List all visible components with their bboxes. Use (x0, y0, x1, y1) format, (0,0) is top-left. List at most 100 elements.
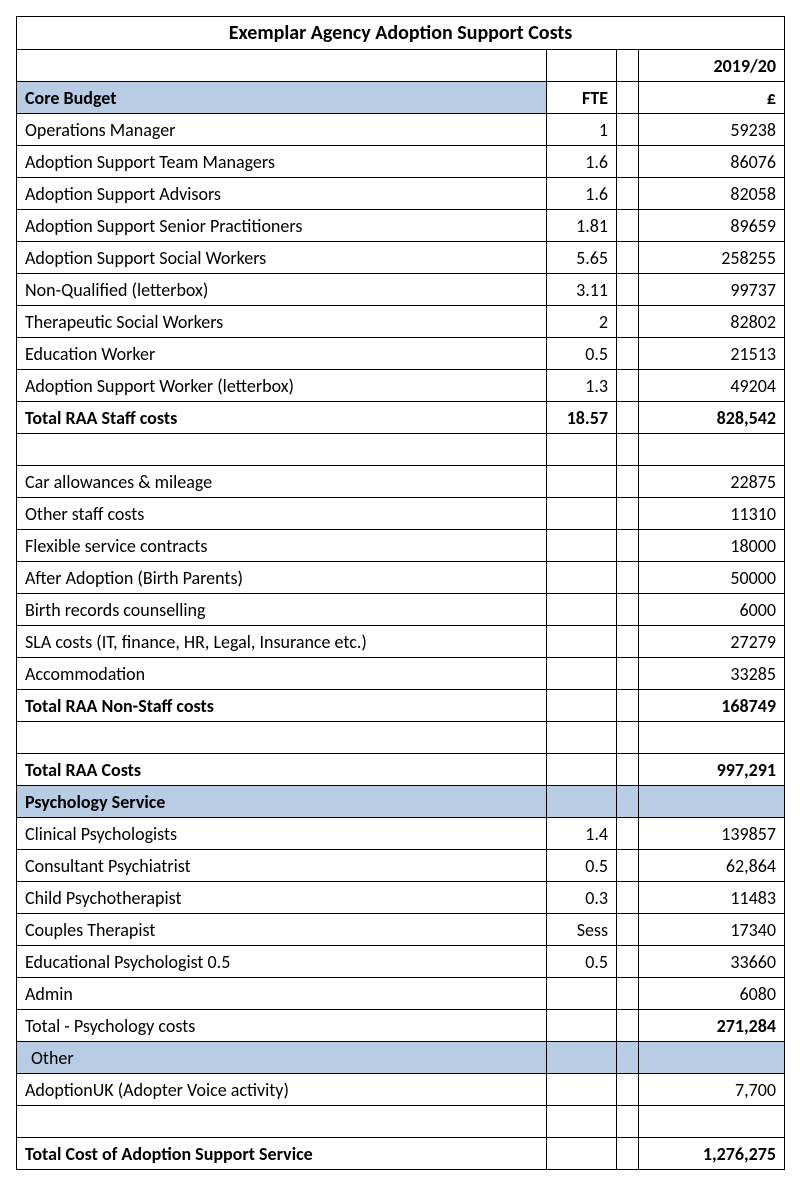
table-title: Exemplar Agency Adoption Support Costs (17, 17, 785, 50)
staff-row: Operations Manager159238 (17, 114, 785, 146)
nonstaff-row: Accommodation33285 (17, 658, 785, 690)
row-fte: 5.65 (547, 242, 617, 274)
blank-cell (17, 50, 547, 82)
row-label: Operations Manager (17, 114, 547, 146)
staff-row: Adoption Support Senior Practitioners1.8… (17, 210, 785, 242)
psych-row: Couples TherapistSess17340 (17, 914, 785, 946)
row-label: Adoption Support Team Managers (17, 146, 547, 178)
blank-cell (617, 370, 639, 402)
row-label: Non-Qualified (letterbox) (17, 274, 547, 306)
row-label: Consultant Psychiatrist (17, 850, 547, 882)
row-label: Birth records counselling (17, 594, 547, 626)
row-amount: 82802 (639, 306, 785, 338)
row-amount: 99737 (639, 274, 785, 306)
row-fte (547, 978, 617, 1010)
row-amount: 86076 (639, 146, 785, 178)
psych-total-row: Total - Psychology costs 271,284 (17, 1010, 785, 1042)
row-fte: Sess (547, 914, 617, 946)
other-header: Other (17, 1042, 547, 1074)
blank-row (17, 722, 785, 754)
row-label: Admin (17, 978, 547, 1010)
row-label: Adoption Support Advisors (17, 178, 547, 210)
row-label: Total - Psychology costs (17, 1010, 547, 1042)
row-amount: 258255 (639, 242, 785, 274)
row-fte: 1.3 (547, 370, 617, 402)
row-label: After Adoption (Birth Parents) (17, 562, 547, 594)
psych-row: Educational Psychologist 0.50.5 33660 (17, 946, 785, 978)
blank-cell (617, 146, 639, 178)
row-amount: 11483 (639, 882, 785, 914)
row-amount: 168749 (639, 690, 785, 722)
row-label: Adoption Support Senior Practitioners (17, 210, 547, 242)
psych-row: Admin 6080 (17, 978, 785, 1010)
row-amount: 22875 (639, 466, 785, 498)
blank-row (17, 434, 785, 466)
psych-row: Child Psychotherapist0.311483 (17, 882, 785, 914)
row-label: Total RAA Staff costs (17, 402, 547, 434)
row-label: Education Worker (17, 338, 547, 370)
other-header-row: Other (17, 1042, 785, 1074)
row-label: Car allowances & mileage (17, 466, 547, 498)
staff-row: Therapeutic Social Workers282802 (17, 306, 785, 338)
blank-cell (617, 338, 639, 370)
nonstaff-row: Flexible service contracts18000 (17, 530, 785, 562)
staff-row: Adoption Support Team Managers1.686076 (17, 146, 785, 178)
core-budget-header-row: Core Budget FTE £ (17, 82, 785, 114)
row-amount: 21513 (639, 338, 785, 370)
row-fte: 0.5 (547, 946, 617, 978)
row-amount: 27279 (639, 626, 785, 658)
row-fte: 2 (547, 306, 617, 338)
row-amount: 62,864 (639, 850, 785, 882)
row-label: Other staff costs (17, 498, 547, 530)
row-amount: 7,700 (639, 1074, 785, 1106)
blank-cell (617, 274, 639, 306)
staff-row: Adoption Support Worker (letterbox)1.349… (17, 370, 785, 402)
year-header: 2019/20 (639, 50, 785, 82)
row-label: Child Psychotherapist (17, 882, 547, 914)
row-label: Couples Therapist (17, 914, 547, 946)
table-title-row: Exemplar Agency Adoption Support Costs (17, 17, 785, 50)
row-label: Adoption Support Social Workers (17, 242, 547, 274)
row-amount: 139857 (639, 818, 785, 850)
row-label: Total Cost of Adoption Support Service (17, 1138, 547, 1170)
budget-table: Exemplar Agency Adoption Support Costs 2… (16, 16, 785, 1170)
blank-cell (617, 178, 639, 210)
row-amount: 11310 (639, 498, 785, 530)
staff-row: Non-Qualified (letterbox)3.1199737 (17, 274, 785, 306)
row-fte: 1.6 (547, 178, 617, 210)
blank-cell (617, 114, 639, 146)
blank-row (17, 1106, 785, 1138)
row-fte: 0.5 (547, 338, 617, 370)
staff-row: Adoption Support Social Workers5.65 25825… (17, 242, 785, 274)
year-header-row: 2019/20 (17, 50, 785, 82)
row-fte: 1.81 (547, 210, 617, 242)
nonstaff-row: After Adoption (Birth Parents) 50000 (17, 562, 785, 594)
blank-cell (617, 82, 639, 114)
row-amount: 33660 (639, 946, 785, 978)
row-amount: 271,284 (639, 1010, 785, 1042)
row-fte: 18.57 (547, 402, 617, 434)
row-amount: 33285 (639, 658, 785, 690)
blank-cell (617, 50, 639, 82)
row-amount: 997,291 (639, 754, 785, 786)
blank-cell (617, 306, 639, 338)
row-label: Total RAA Costs (17, 754, 547, 786)
row-label: Clinical Psychologists (17, 818, 547, 850)
row-label: Educational Psychologist 0.5 (17, 946, 547, 978)
row-fte: 0.5 (547, 850, 617, 882)
staff-total-row: Total RAA Staff costs 18.57 828,542 (17, 402, 785, 434)
row-label: SLA costs (IT, finance, HR, Legal, Insur… (17, 626, 547, 658)
row-label: Adoption Support Worker (letterbox) (17, 370, 547, 402)
row-amount: 6080 (639, 978, 785, 1010)
psychology-header: Psychology Service (17, 786, 547, 818)
psych-row: Consultant Psychiatrist0.5 62,864 (17, 850, 785, 882)
row-fte: 1 (547, 114, 617, 146)
row-amount: 6000 (639, 594, 785, 626)
row-amount: 50000 (639, 562, 785, 594)
nonstaff-row: Other staff costs 11310 (17, 498, 785, 530)
other-row: AdoptionUK (Adopter Voice activity) 7,70… (17, 1074, 785, 1106)
psych-row: Clinical Psychologists1.4139857 (17, 818, 785, 850)
psychology-header-row: Psychology Service (17, 786, 785, 818)
nonstaff-total-row: Total RAA Non-Staff costs 168749 (17, 690, 785, 722)
nonstaff-row: SLA costs (IT, finance, HR, Legal, Insur… (17, 626, 785, 658)
